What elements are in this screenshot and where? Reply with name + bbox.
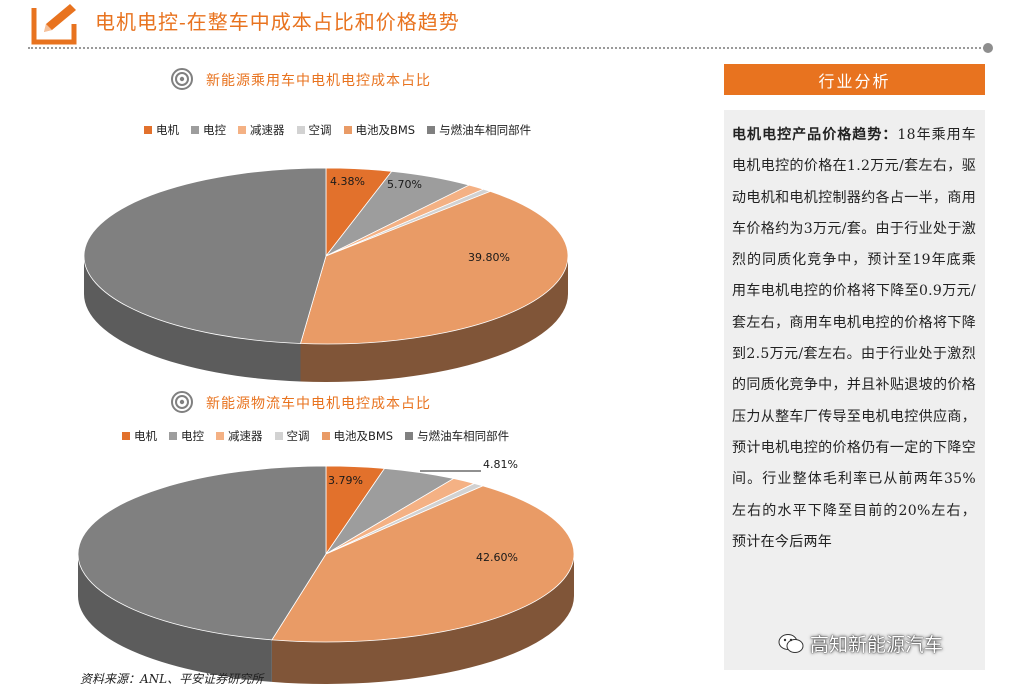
legend-swatch [427,126,436,134]
legend-swatch [321,432,330,440]
page-title: 电机电控-在整车中成本占比和价格趋势 [95,10,460,34]
data-label: 39.80% [468,251,510,264]
legend-swatch [296,126,305,134]
legend-swatch [216,432,224,440]
legend-swatch [238,126,246,134]
data-label: 4.38% [330,175,365,188]
pie-slice-2-4 [271,485,575,643]
legend-item: 空调 [296,122,332,138]
data-label: 4.81% [483,458,518,471]
legend-item: 与燃油车相同部件 [405,428,509,444]
title-divider-dot [983,43,993,53]
pie-side-1-5 [84,256,301,382]
pie-slice-1-4 [299,190,569,345]
target-icon [171,68,193,90]
target-icon [171,391,193,413]
legend-swatch [191,126,199,134]
side-panel-header: 行业分析 [724,64,985,95]
chart-2-title: 新能源物流车中电机电控成本占比 [206,396,431,412]
pie-slice-1-5 [83,167,327,344]
legend-label: 电池及BMS [333,429,394,443]
legend-label: 空调 [308,123,332,137]
legend-item: 与燃油车相同部件 [427,122,531,138]
legend-item: 减速器 [238,122,285,138]
pie-side-1-4 [300,256,568,382]
wechat-icon [778,633,804,653]
legend-item: 电机 [144,122,179,138]
legend-label: 电池及BMS [355,123,416,137]
chart-2-legend: 电机 电控 减速器 空调 电池及BMS 与燃油车相同部件 [122,428,509,444]
legend-item: 电控 [191,122,226,138]
legend-label: 电控 [203,123,226,137]
pencil-logo-icon [31,4,77,45]
legend-item: 电机 [122,428,157,444]
pie-side-2-5 [78,554,272,682]
side-panel-lead: 电机电控产品价格趋势： [732,127,898,143]
side-panel-box [724,110,985,670]
legend-label: 电机 [156,123,179,137]
legend-swatch [144,126,152,134]
legend-item: 电池及BMS [321,428,394,444]
legend-label: 空调 [286,429,310,443]
data-label: 42.60% [476,551,518,564]
pie-side-2-4 [271,554,574,684]
pie-slice-2-5 [77,465,327,641]
chart-1-legend: 电机 电控 减速器 空调 电池及BMS 与燃油车相同部件 [144,122,531,138]
legend-label: 与燃油车相同部件 [417,429,510,443]
legend-swatch [343,126,352,134]
legend-label: 减速器 [228,429,263,443]
legend-item: 空调 [274,428,310,444]
chart-1-title: 新能源乘用车中电机电控成本占比 [206,73,431,89]
legend-label: 与燃油车相同部件 [439,123,532,137]
legend-item: 电池及BMS [343,122,416,138]
legend-label: 减速器 [250,123,285,137]
legend-swatch [169,432,177,440]
legend-label: 电控 [181,429,204,443]
legend-label: 电机 [134,429,157,443]
side-panel-body: 18年乘用车电机电控的价格在1.2万元/套左右，驱动电机和电机控制器约各占一半，… [732,127,976,550]
legend-swatch [405,432,414,440]
wechat-watermark: 高知新能源汽车 [778,630,943,657]
data-label: 3.79% [328,474,363,487]
legend-item: 电控 [169,428,204,444]
source-note: 资料来源：ANL、平安证券研究所 [80,672,264,686]
pie-charts [77,167,575,684]
legend-item: 减速器 [216,428,263,444]
legend-swatch [122,432,130,440]
data-label: 5.70% [387,178,422,191]
watermark-text: 高知新能源汽车 [810,634,944,656]
side-panel-text: 电机电控产品价格趋势：18年乘用车电机电控的价格在1.2万元/套左右，驱动电机和… [732,120,976,558]
legend-swatch [274,432,283,440]
title-divider [28,47,988,49]
